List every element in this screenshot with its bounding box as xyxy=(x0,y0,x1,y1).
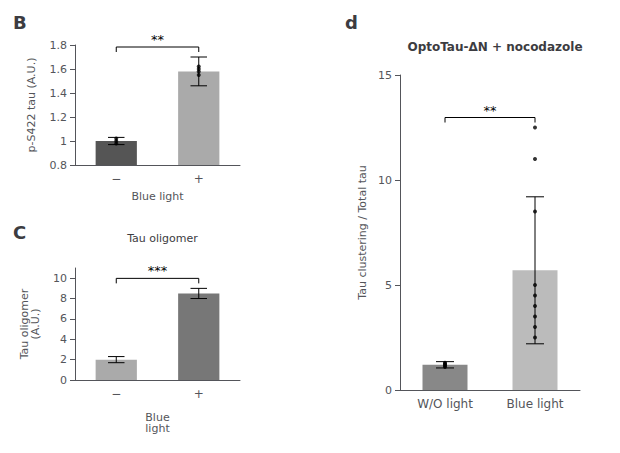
svg-text:2: 2 xyxy=(60,353,67,366)
svg-text:1: 1 xyxy=(60,135,67,148)
svg-text:0: 0 xyxy=(385,384,392,397)
svg-text:10: 10 xyxy=(53,272,67,285)
svg-text:Tau clustering / Total tau: Tau clustering / Total tau xyxy=(356,165,369,300)
svg-text:Blue light: Blue light xyxy=(507,397,564,411)
svg-text:−: − xyxy=(111,172,121,186)
svg-text:1.8: 1.8 xyxy=(50,39,68,52)
svg-text:15: 15 xyxy=(378,69,392,82)
svg-text:5: 5 xyxy=(385,279,392,292)
svg-text:Blue light: Blue light xyxy=(131,190,184,203)
svg-text:(A.U.): (A.U.) xyxy=(29,309,42,340)
svg-text:4: 4 xyxy=(60,333,67,346)
svg-text:W/O light: W/O light xyxy=(417,397,473,411)
svg-text:+: + xyxy=(194,387,204,401)
svg-text:**: ** xyxy=(484,103,498,118)
svg-text:light: light xyxy=(145,422,170,435)
svg-text:p-S422 tau (A.U.): p-S422 tau (A.U.) xyxy=(25,58,38,153)
svg-text:Tau oligomer: Tau oligomer xyxy=(126,232,198,245)
svg-text:Blue: Blue xyxy=(145,411,170,424)
svg-text:1.4: 1.4 xyxy=(50,87,68,100)
svg-text:OptoTau-ΔN + nocodazole: OptoTau-ΔN + nocodazole xyxy=(407,40,582,54)
svg-text:−: − xyxy=(111,387,121,401)
svg-text:***: *** xyxy=(148,263,168,278)
svg-text:B: B xyxy=(13,12,27,33)
svg-text:0: 0 xyxy=(60,374,67,387)
svg-text:C: C xyxy=(13,222,26,243)
svg-text:**: ** xyxy=(151,32,165,47)
svg-text:d: d xyxy=(345,12,358,33)
svg-text:10: 10 xyxy=(378,174,392,187)
svg-text:Tau oligomer: Tau oligomer xyxy=(18,288,31,360)
svg-text:6: 6 xyxy=(60,312,67,325)
svg-text:8: 8 xyxy=(60,292,67,305)
svg-text:0.8: 0.8 xyxy=(50,159,68,172)
svg-text:+: + xyxy=(194,172,204,186)
svg-text:1.6: 1.6 xyxy=(50,63,68,76)
svg-text:1.2: 1.2 xyxy=(50,111,68,124)
